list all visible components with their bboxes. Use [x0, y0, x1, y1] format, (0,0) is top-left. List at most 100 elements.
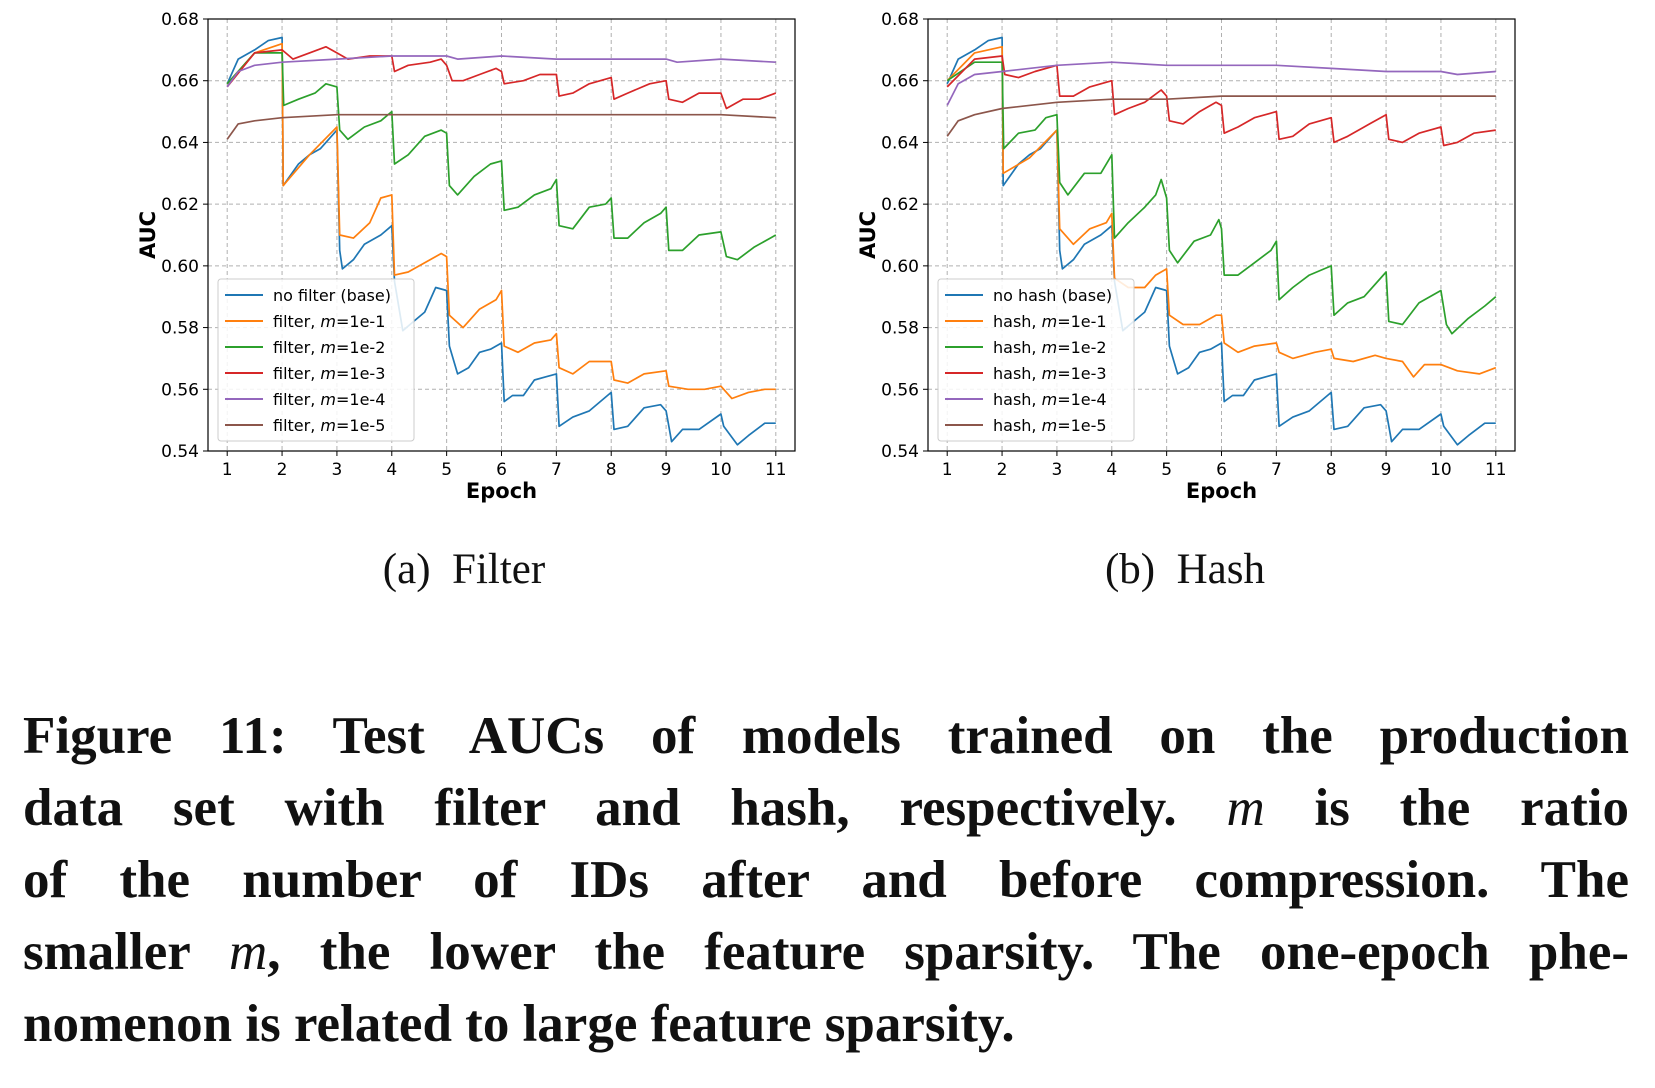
x-tick-label: 2	[997, 460, 1008, 480]
legend-label-text: =1e-5	[1057, 416, 1106, 435]
x-tick-label: 1	[942, 460, 953, 480]
series-line-6	[946, 95, 1496, 137]
legend-label: hash, m=1e-4	[993, 390, 1107, 409]
legend-label-text: hash,	[993, 312, 1042, 331]
hash-auc-chart: 1 2 3 4 5 6 7 8 9 10 11 0.54 0.56 0.58 0.60 0.62 0.64 0.6…	[856, 10, 1516, 503]
legend-label-math: m	[1042, 312, 1058, 331]
series-line-3	[226, 52, 777, 261]
x-tick-label: 5	[1161, 460, 1172, 480]
legend-label: no hash (base)	[993, 286, 1112, 305]
legend-label: filter, m=1e-1	[273, 312, 385, 331]
legend-label: filter, m=1e-4	[273, 390, 385, 409]
y-tick-label: 0.60	[161, 257, 199, 277]
legend-label-math: m	[320, 364, 336, 383]
legend-box	[217, 278, 415, 442]
series-line-6	[226, 113, 776, 140]
y-tick-label: 0.64	[161, 133, 199, 153]
y-tick-label: 0.68	[881, 10, 919, 30]
subcaption-label: (a)	[382, 546, 431, 593]
legend-label-text: hash,	[993, 390, 1042, 409]
y-tick-label: 0.66	[161, 72, 199, 92]
legend-label: hash, m=1e-2	[993, 338, 1107, 357]
y-tick-label: 0.54	[881, 442, 919, 462]
legend-label-math: m	[1042, 390, 1058, 409]
series-line-1	[226, 36, 776, 446]
x-axis-label: Epoch	[466, 479, 537, 503]
caption-line: of the number of IDs after and before co…	[23, 851, 1629, 909]
legend-box	[937, 278, 1135, 442]
caption-line: smaller m, the lower the feature sparsit…	[23, 916, 1629, 988]
filter-auc-chart: 1 2 3 4 5 6 7 8 9 10 11 0.54 0.56 0.58 0.60 0.62 0.64 0.6…	[136, 10, 796, 503]
series-line-5	[946, 61, 1496, 106]
legend-label: filter, m=1e-3	[273, 364, 385, 383]
x-tick-label: 8	[1326, 460, 1337, 480]
caption-text: data set with filter and hash, respectiv…	[23, 779, 1227, 837]
x-tick-label: 3	[1052, 460, 1063, 480]
legend-label: filter, m=1e-2	[273, 338, 385, 357]
y-tick-label: 0.54	[161, 442, 199, 462]
y-tick-label: 0.56	[161, 380, 199, 400]
y-tick-label: 0.60	[881, 257, 919, 277]
legend-label-math: m	[1042, 338, 1058, 357]
y-tick-label: 0.62	[161, 195, 199, 215]
caption-text: smaller	[23, 923, 230, 981]
series-line-4	[946, 55, 1496, 147]
legend-label-text: filter,	[273, 312, 320, 331]
x-axis-label: Epoch	[1186, 479, 1257, 503]
series-line-3	[946, 61, 1497, 335]
series-line-2	[226, 42, 776, 400]
subcaption-hash: (b) Hash	[1105, 545, 1265, 594]
caption-line: data set with filter and hash, respectiv…	[23, 772, 1629, 844]
caption-text: , the lower the feature sparsity. The on…	[267, 923, 1629, 981]
legend-label-math: m	[1042, 416, 1058, 435]
x-tick-label: 1	[222, 460, 233, 480]
caption-text: is the ratio	[1264, 779, 1630, 837]
series-line-5	[226, 55, 776, 88]
x-tick-label: 6	[1216, 460, 1227, 480]
legend-label-text: hash,	[993, 338, 1042, 357]
y-tick-label: 0.68	[161, 10, 199, 30]
legend-label-text: =1e-2	[336, 338, 385, 357]
legend-label-text: =1e-1	[336, 312, 385, 331]
y-tick-label: 0.66	[881, 72, 919, 92]
legend-label-text: hash,	[993, 416, 1042, 435]
legend-label-text: no filter (base)	[273, 286, 391, 305]
x-tick-label: 10	[1430, 460, 1452, 480]
legend-label-text: filter,	[273, 390, 320, 409]
x-tick-label: 8	[606, 460, 617, 480]
legend-label: filter, m=1e-5	[273, 416, 385, 435]
legend-label-text: hash,	[993, 364, 1042, 383]
legend-label-text: filter,	[273, 364, 320, 383]
x-tick-label: 4	[386, 460, 397, 480]
x-tick-label: 4	[1106, 460, 1117, 480]
subcaption-label: (b)	[1104, 546, 1156, 593]
y-tick-label: 0.58	[881, 319, 919, 339]
y-tick-label: 0.64	[881, 133, 919, 153]
caption-math-m: m	[1226, 779, 1265, 837]
subcaption-filter: (a) Filter	[383, 545, 545, 594]
x-tick-label: 11	[1485, 460, 1507, 480]
legend-label: no filter (base)	[273, 286, 391, 305]
x-tick-label: 9	[661, 460, 672, 480]
plot-frame	[927, 18, 1516, 452]
plot-frame	[207, 18, 796, 452]
legend-label-math: m	[320, 390, 336, 409]
legend-label: hash, m=1e-3	[993, 364, 1107, 383]
caption-line: Figure 11: Test AUCs of models trained o…	[23, 707, 1629, 765]
x-tick-label: 3	[332, 460, 343, 480]
legend-label-text: =1e-4	[1057, 390, 1106, 409]
x-tick-label: 2	[277, 460, 288, 480]
legend-label-math: m	[320, 416, 336, 435]
legend-label-text: no hash (base)	[993, 286, 1112, 305]
y-tick-label: 0.56	[881, 380, 919, 400]
caption-math-m: m	[229, 923, 268, 981]
y-axis-label: AUC	[136, 211, 160, 259]
subcaption-title: Hash	[1176, 546, 1266, 593]
x-tick-label: 6	[496, 460, 507, 480]
x-tick-label: 7	[551, 460, 562, 480]
legend-label-text: =1e-4	[336, 390, 385, 409]
legend-label-text: =1e-2	[1057, 338, 1106, 357]
x-tick-label: 10	[710, 460, 732, 480]
legend-label: hash, m=1e-1	[993, 312, 1107, 331]
legend-label-math: m	[320, 338, 336, 357]
